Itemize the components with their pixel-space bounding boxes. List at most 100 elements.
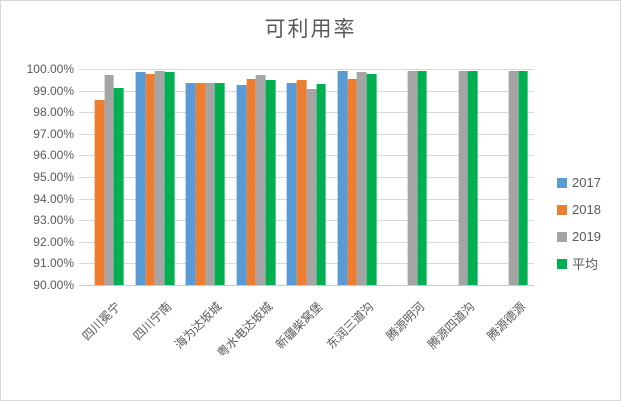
bar-slot-2018 [246,69,256,285]
bar-slot-2018 [398,69,408,285]
category-label: 四川冕宁 [79,299,124,344]
bar-slot-2018 [448,69,458,285]
bar-slot-2019 [357,69,367,285]
bar-slot-avg [215,69,225,285]
bar-avg [265,79,276,285]
bar-slot-avg [366,69,377,285]
bar-2017 [186,83,196,285]
bar-group-7 [382,69,433,285]
bar-2019 [154,70,165,285]
y-tick-label: 90.00% [33,278,74,292]
bar-2019 [357,71,367,285]
bar-slot-2017 [337,69,348,285]
y-tick-label: 94.00% [33,191,74,206]
bar-2017 [236,84,247,285]
bar-group-9 [483,69,534,285]
bar-slots [85,69,124,285]
bar-2019 [104,75,114,285]
bar-avg [366,73,377,285]
bar-group-8 [433,69,484,285]
x-axis: 四川冕宁 四川宁南 海为达坂城 粤水电达坂城 新疆柴窝堡 东润三道沟 腾源明河 腾源四道沟 腾源… [79,285,534,395]
bar-2019 [508,71,519,285]
bar-group-2 [130,69,181,285]
legend-swatch-icon [557,177,567,188]
gridline [79,285,534,286]
gridline [79,69,534,70]
bar-2019 [407,71,418,285]
bar-slots [135,69,175,285]
bar-slot-avg [265,69,276,285]
bar-2019 [458,71,468,285]
category-label: 四川宁南 [130,299,175,344]
bar-avg [417,71,427,285]
bar-slot-avg [164,69,175,285]
legend-swatch-icon [557,231,567,242]
legend: 2017 2018 2019 平均 [557,169,601,277]
bar-slot-2017 [388,69,398,285]
bar-2018 [94,100,105,285]
bar-slot-2018 [94,69,105,285]
bar-slot-2019 [205,69,216,285]
bar-slot-2017 [135,69,146,285]
bar-group-3 [180,69,231,285]
bar-2018 [347,78,358,285]
bar-slot-2018 [347,69,358,285]
bar-slot-2019 [458,69,468,285]
bar-slots [439,69,478,285]
bar-group-1 [79,69,130,285]
bar-slot-2017 [287,69,297,285]
bar-slot-2018 [499,69,509,285]
bar-avg [215,82,225,285]
bar-slots [236,69,276,285]
bar-2019 [306,89,317,285]
y-axis: 100.00% 99.00% 98.00% 97.00% 96.00% 95.00% 94.… [11,62,74,292]
bar-slot-avg [316,69,326,285]
y-tick-label: 95.00% [33,170,74,184]
category-label: 东润三道沟 [324,299,377,352]
bar-2019 [255,75,266,285]
legend-item-2017: 2017 [557,169,601,196]
legend-item-avg: 平均 [557,250,601,277]
legend-swatch-icon [557,258,567,269]
y-tick-label: 96.00% [33,148,74,163]
bar-avg [518,71,529,285]
bar-2018 [296,80,307,285]
bar-slot-2017 [85,69,95,285]
bar-slots [337,69,377,285]
bar-slot-2019 [407,69,418,285]
bar-slot-2017 [236,69,247,285]
bar-slot-avg [113,69,124,285]
bar-slot-2019 [255,69,266,285]
bar-slot-2019 [154,69,165,285]
bar-slot-2019 [306,69,317,285]
bar-2017 [287,82,297,285]
bar-slot-2018 [145,69,155,285]
bar-slot-2017 [439,69,449,285]
plot-area [79,69,534,286]
bar-slots [287,69,326,285]
bar-group-4 [231,69,282,285]
bar-avg [467,71,478,285]
bar-slot-avg [417,69,427,285]
y-tick-label: 98.00% [33,105,74,120]
legend-swatch-icon [557,204,567,215]
bar-2019 [205,83,216,285]
y-tick-label: 100.00% [26,62,74,76]
bar-avg [164,72,175,285]
y-tick-label: 99.00% [33,83,74,98]
legend-label: 2018 [572,202,601,217]
bar-avg [113,87,124,285]
bar-slots [186,69,225,285]
bar-slot-2017 [186,69,196,285]
bar-2017 [135,72,146,285]
y-tick-label: 92.00% [33,234,74,249]
legend-label: 2019 [572,229,601,244]
legend-item-2019: 2019 [557,223,601,250]
category-label: 腾源德源 [484,299,529,344]
y-tick-label: 97.00% [33,126,74,141]
bar-2017 [337,70,348,285]
chart-title: 可利用率 [264,18,357,41]
category-label: 腾源四道沟 [425,299,478,352]
category-label: 腾源明河 [383,299,427,344]
